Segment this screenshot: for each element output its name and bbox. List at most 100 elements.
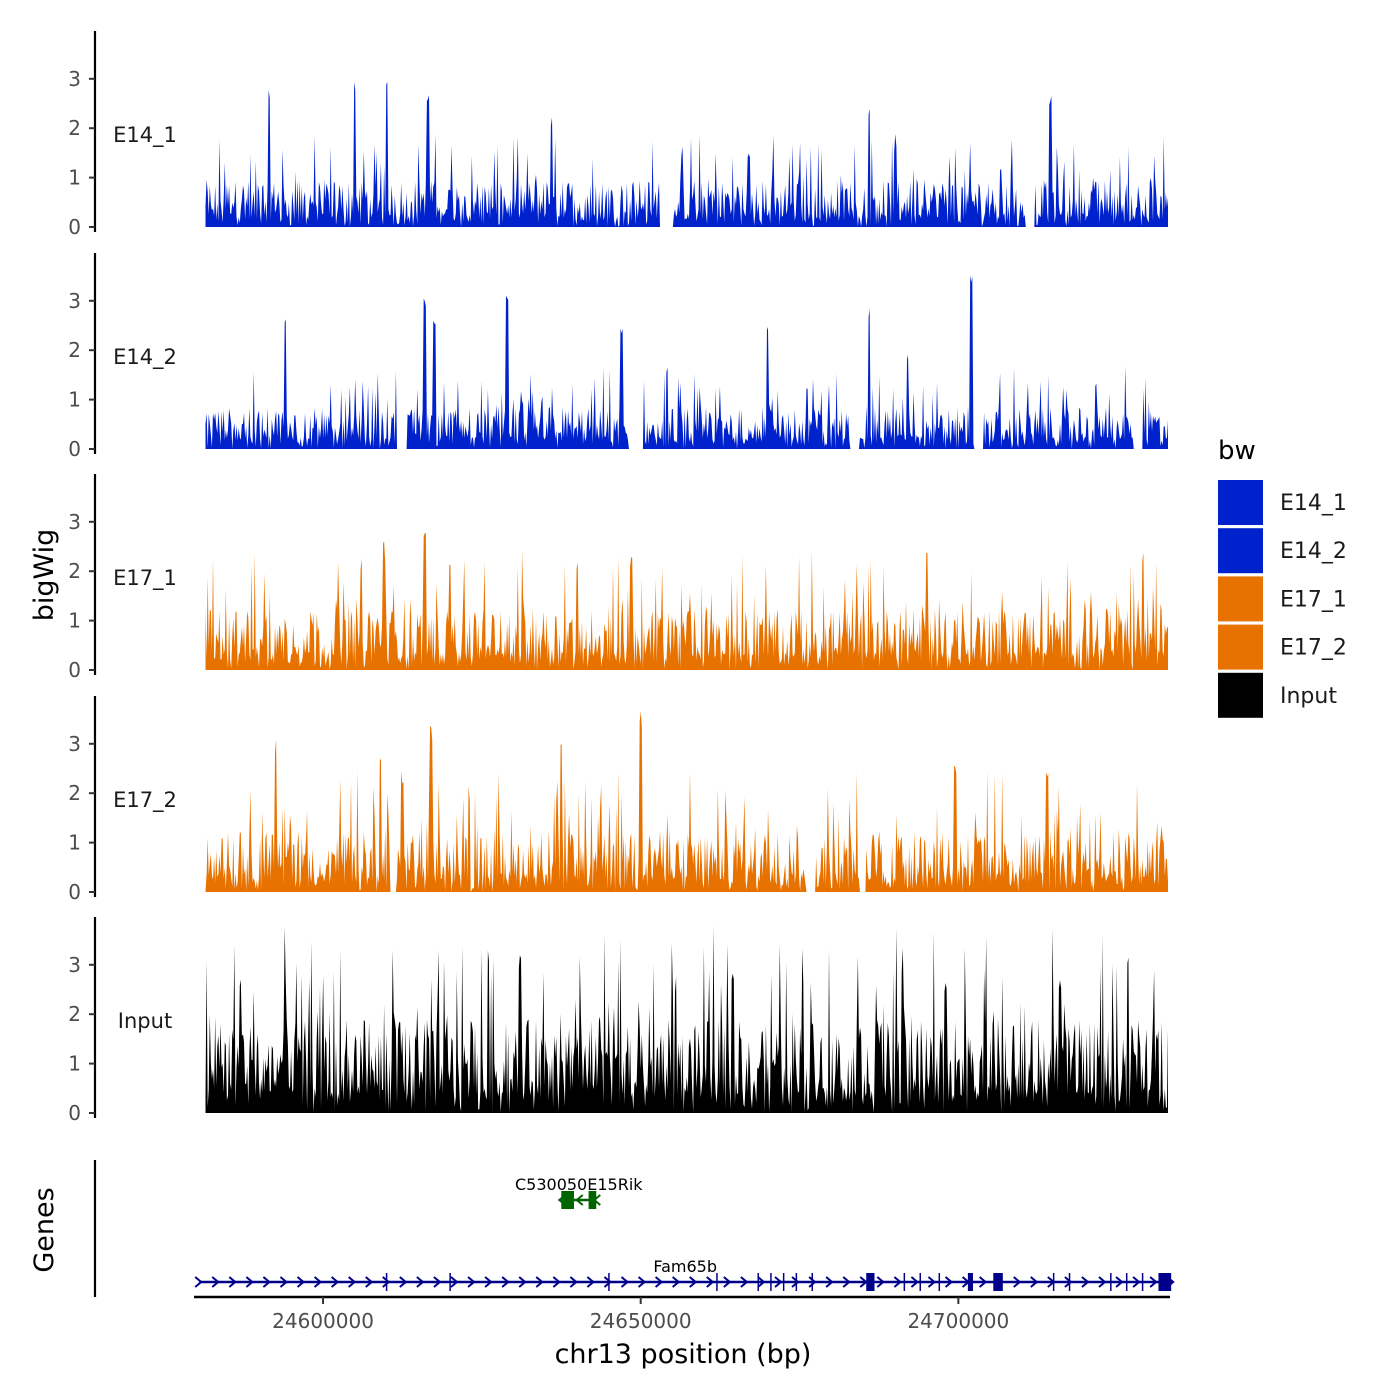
y-tick-label: 0 (68, 880, 81, 904)
y-tick-label: 0 (68, 658, 81, 682)
strand-arrow (689, 1276, 698, 1288)
y-tick-label: 3 (68, 510, 81, 534)
legend-swatch (1218, 480, 1263, 525)
strand-arrow (330, 1276, 340, 1288)
strand-arrow (382, 1276, 391, 1288)
gene-C530050E15Rik: C530050E15Rik (515, 1175, 643, 1209)
genes-track-title: Genes (29, 1187, 60, 1272)
strand-arrow (194, 1276, 203, 1288)
exon-block (561, 1191, 574, 1209)
exon-block (1158, 1273, 1172, 1291)
legend-item-E17_1: E17_1 (1218, 576, 1347, 622)
legend-label: E17_2 (1280, 636, 1347, 661)
exon-block (588, 1191, 597, 1209)
strand-arrow (774, 1276, 783, 1288)
strand-arrow (672, 1276, 681, 1288)
strand-arrow (552, 1276, 561, 1288)
track-panel-E14_2: 0 1 2 3 E14_2 (68, 253, 1168, 461)
gene-label: Fam65b (653, 1257, 717, 1276)
strand-arrow (757, 1276, 766, 1288)
legend: E14_1 E14_2 E17_1 E17_2 Input (1218, 480, 1347, 718)
strand-arrow (535, 1276, 544, 1288)
track-label-Input: Input (118, 1009, 172, 1033)
coverage-tracks: 0 1 2 3 E14_1 0 1 2 3 E14_2 0 1 2 3 E17_1 0 1 2 3 E17_2 0 1 2 3… (68, 31, 1168, 1125)
strand-arrow (723, 1276, 732, 1288)
strand-arrow (893, 1276, 902, 1288)
strand-arrow (603, 1276, 613, 1288)
legend-swatch (1218, 528, 1263, 574)
track-label-E17_2: E17_2 (113, 788, 177, 813)
strand-arrow (433, 1276, 442, 1288)
legend-label: E14_2 (1280, 539, 1347, 564)
y-tick-label: 2 (68, 116, 81, 140)
strand-arrow (1081, 1276, 1090, 1288)
strand-arrow (279, 1276, 289, 1288)
strand-arrow (228, 1276, 237, 1288)
strand-arrow (296, 1276, 306, 1288)
x-tick-label: 24700000 (907, 1309, 1009, 1333)
legend-label: Input (1280, 684, 1337, 709)
signal-area-E14_1 (205, 81, 1168, 227)
y-axis-title: bigWig (29, 529, 60, 622)
strand-arrow (365, 1276, 374, 1288)
gene-Fam65b: Fam65b (194, 1257, 1175, 1291)
y-tick-label: 2 (68, 338, 81, 362)
y-tick-label: 3 (68, 67, 81, 91)
strand-arrow (944, 1276, 954, 1288)
strand-arrow (313, 1276, 323, 1288)
strand-arrow (637, 1276, 647, 1288)
strand-arrow (1013, 1276, 1022, 1288)
exon-block (993, 1273, 1003, 1291)
strand-arrow (910, 1276, 919, 1288)
strand-arrow (416, 1276, 425, 1288)
strand-arrow (825, 1276, 834, 1288)
legend-swatch (1218, 576, 1263, 622)
strand-arrow (484, 1276, 493, 1288)
y-tick-label: 1 (68, 166, 81, 190)
strand-arrow (1064, 1276, 1073, 1288)
strand-arrow (1115, 1276, 1124, 1288)
strand-arrow (245, 1276, 254, 1288)
strand-arrow (927, 1276, 937, 1288)
strand-arrow (654, 1276, 664, 1288)
track-label-E17_1: E17_1 (113, 566, 177, 591)
strand-arrow (706, 1276, 715, 1288)
signal-area-E17_2 (205, 711, 1168, 892)
x-axis-title: chr13 position (bp) (555, 1339, 812, 1370)
track-panel-E14_1: 0 1 2 3 E14_1 (68, 31, 1168, 239)
signal-area-E17_1 (205, 532, 1168, 670)
strand-arrow (978, 1276, 988, 1288)
legend-label: E17_1 (1280, 587, 1347, 612)
y-tick-label: 1 (68, 1052, 81, 1076)
strand-arrow (262, 1276, 271, 1288)
strand-arrow (859, 1276, 868, 1288)
y-tick-label: 3 (68, 289, 81, 313)
strand-arrow (1030, 1276, 1039, 1288)
legend-title: bw (1218, 436, 1256, 466)
legend-item-Input: Input (1218, 672, 1337, 718)
y-tick-label: 1 (68, 388, 81, 412)
strand-arrow (569, 1276, 578, 1288)
strand-arrow (1132, 1276, 1141, 1288)
signal-area-Input (205, 925, 1168, 1113)
y-tick-label: 0 (68, 215, 81, 239)
y-tick-label: 2 (68, 781, 81, 805)
y-tick-label: 3 (68, 732, 81, 756)
legend-item-E17_2: E17_2 (1218, 624, 1347, 670)
exon-block (866, 1273, 875, 1291)
strand-arrow (575, 1194, 584, 1206)
strand-arrow (808, 1276, 817, 1288)
y-tick-label: 2 (68, 1002, 81, 1026)
legend-item-E14_2: E14_2 (1218, 528, 1347, 574)
signal-area-E14_2 (205, 275, 1168, 449)
strand-arrow (399, 1276, 408, 1288)
gene-label: C530050E15Rik (515, 1175, 643, 1194)
legend-swatch (1218, 672, 1263, 718)
strand-arrow (467, 1276, 476, 1288)
strand-arrow (586, 1276, 595, 1288)
y-tick-label: 0 (68, 1101, 81, 1125)
strand-arrow (501, 1276, 510, 1288)
strand-arrow (876, 1276, 885, 1288)
x-axis: 24600000 24650000 24700000 (194, 1295, 1170, 1333)
